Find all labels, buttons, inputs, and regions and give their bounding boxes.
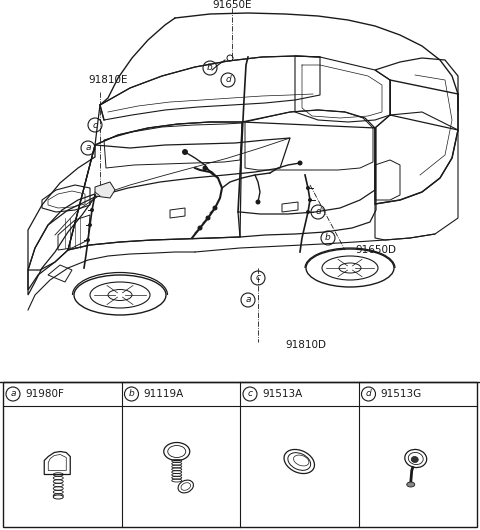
Text: d: d bbox=[225, 75, 231, 84]
Circle shape bbox=[182, 149, 188, 155]
Text: c: c bbox=[93, 120, 97, 129]
Text: a: a bbox=[85, 144, 91, 153]
Circle shape bbox=[213, 206, 217, 210]
Polygon shape bbox=[95, 182, 115, 198]
Circle shape bbox=[255, 199, 261, 205]
Text: b: b bbox=[129, 390, 134, 399]
Text: c: c bbox=[248, 390, 252, 399]
Text: b: b bbox=[325, 234, 331, 243]
Text: 91513A: 91513A bbox=[262, 389, 302, 399]
Text: a: a bbox=[245, 296, 251, 305]
Circle shape bbox=[88, 223, 92, 227]
Text: a: a bbox=[10, 390, 16, 399]
Text: 91513G: 91513G bbox=[381, 389, 422, 399]
Text: 91810E: 91810E bbox=[88, 75, 128, 85]
Text: d: d bbox=[366, 390, 372, 399]
Circle shape bbox=[90, 208, 94, 212]
Text: c: c bbox=[255, 273, 261, 282]
Circle shape bbox=[203, 165, 207, 171]
Circle shape bbox=[306, 210, 310, 214]
Text: d: d bbox=[315, 208, 321, 216]
Text: 91980F: 91980F bbox=[25, 389, 64, 399]
Circle shape bbox=[308, 198, 312, 202]
Circle shape bbox=[298, 161, 302, 165]
Text: 91650E: 91650E bbox=[212, 0, 252, 10]
Circle shape bbox=[205, 216, 211, 220]
Circle shape bbox=[86, 238, 90, 242]
Text: 91119A: 91119A bbox=[144, 389, 184, 399]
Circle shape bbox=[197, 225, 203, 231]
Text: 91650D: 91650D bbox=[355, 245, 396, 255]
Ellipse shape bbox=[407, 482, 415, 487]
Ellipse shape bbox=[411, 456, 418, 463]
Circle shape bbox=[306, 186, 310, 190]
Text: 91810D: 91810D bbox=[285, 340, 326, 350]
Text: b: b bbox=[207, 64, 213, 73]
Ellipse shape bbox=[53, 495, 63, 499]
